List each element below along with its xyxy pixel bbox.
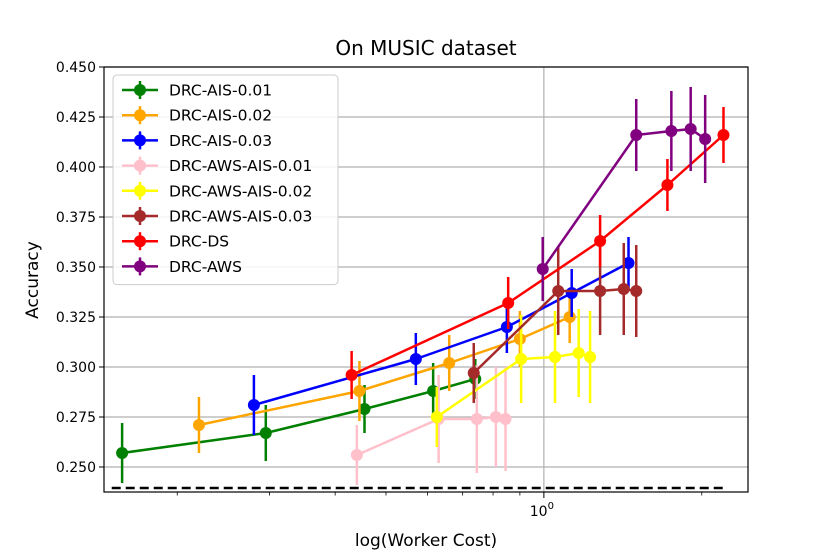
data-point bbox=[594, 285, 607, 297]
legend-label: DRC-AIS-0.02 bbox=[169, 107, 272, 125]
legend-item: DRC-AIS-0.02 bbox=[122, 106, 272, 125]
data-point bbox=[470, 413, 483, 425]
legend-label: DRC-AWS-AIS-0.03 bbox=[169, 208, 312, 226]
data-point bbox=[192, 419, 205, 431]
series-drc-aws bbox=[536, 87, 712, 301]
y-tick-label: 0.400 bbox=[56, 160, 96, 176]
data-point bbox=[116, 447, 129, 459]
legend-marker bbox=[134, 109, 146, 122]
series-drc-ais-0-03 bbox=[247, 237, 635, 435]
series-drc-ais-0-02 bbox=[192, 291, 576, 453]
axes: 0.250 0.275 0.300 0.325 0.350 0.375 0.400 0.425… bbox=[56, 60, 703, 520]
data-point bbox=[430, 411, 443, 423]
series-line bbox=[356, 415, 506, 457]
series-line bbox=[121, 377, 476, 455]
legend-item: DRC-AWS-AIS-0.01 bbox=[122, 156, 312, 175]
legend-marker bbox=[134, 260, 146, 273]
y-tick-label: 0.450 bbox=[56, 60, 96, 76]
data-point bbox=[572, 347, 585, 359]
y-tick-label: 0.375 bbox=[56, 210, 96, 226]
data-point bbox=[350, 449, 363, 461]
legend-item: DRC-AWS-AIS-0.03 bbox=[122, 207, 312, 226]
data-point bbox=[259, 427, 272, 439]
data-point bbox=[665, 125, 678, 137]
data-point bbox=[502, 297, 515, 309]
data-point bbox=[684, 123, 697, 135]
data-point bbox=[500, 321, 513, 333]
data-point bbox=[513, 333, 526, 345]
legend-label: DRC-AWS bbox=[169, 258, 242, 276]
legend-marker bbox=[134, 235, 146, 248]
y-tick-label: 0.300 bbox=[56, 360, 96, 376]
series-layer bbox=[116, 87, 730, 485]
plot-frame bbox=[103, 66, 749, 493]
data-point bbox=[584, 351, 597, 363]
data-point bbox=[563, 311, 576, 323]
legend-item: DRC-AIS-0.01 bbox=[122, 81, 272, 100]
data-point bbox=[499, 413, 512, 425]
data-point bbox=[617, 283, 630, 295]
data-point bbox=[353, 385, 366, 397]
chart-title: On MUSIC dataset bbox=[335, 36, 516, 60]
series-drc-aws-ais-0-03 bbox=[467, 243, 643, 403]
y-tick-label: 0.325 bbox=[56, 310, 96, 326]
y-axis-label: Accuracy bbox=[23, 241, 43, 319]
y-tick-label: 0.425 bbox=[56, 110, 96, 126]
data-point bbox=[699, 133, 712, 145]
legend-item: DRC-AIS-0.03 bbox=[122, 131, 272, 150]
data-point bbox=[515, 353, 528, 365]
legend-marker bbox=[134, 210, 146, 222]
legend-item: DRC-AWS-AIS-0.02 bbox=[122, 181, 312, 200]
data-point bbox=[409, 353, 422, 365]
series-drc-ais-0-01 bbox=[116, 359, 482, 483]
data-point bbox=[565, 287, 578, 299]
series-drc-aws-ais-0-02 bbox=[430, 309, 597, 447]
y-tick-label: 0.275 bbox=[56, 410, 96, 426]
data-point bbox=[622, 257, 635, 269]
data-point bbox=[630, 285, 643, 297]
y-tick-label: 0.250 bbox=[56, 460, 96, 476]
data-point bbox=[536, 263, 549, 275]
legend-marker bbox=[134, 184, 146, 197]
data-point bbox=[717, 129, 730, 141]
legend-marker bbox=[134, 159, 146, 172]
legend-label: DRC-AWS-AIS-0.01 bbox=[169, 157, 312, 175]
legend: DRC-AIS-0.01 DRC-AIS-0.02 DRC-AIS-0.03 DRC-… bbox=[112, 74, 339, 286]
series-drc-ds bbox=[345, 107, 730, 399]
data-point bbox=[443, 357, 456, 369]
data-point bbox=[247, 399, 260, 411]
series-line bbox=[436, 351, 591, 419]
data-point bbox=[467, 367, 480, 379]
legend-label: DRC-AIS-0.01 bbox=[169, 82, 272, 100]
legend-marker bbox=[134, 84, 146, 96]
legend-item: DRC-DS bbox=[122, 232, 229, 251]
data-point bbox=[630, 129, 643, 141]
data-point bbox=[345, 369, 358, 381]
data-point bbox=[358, 403, 371, 415]
legend-item: DRC-AWS bbox=[122, 257, 242, 276]
x-axis-label: log(Worker Cost) bbox=[355, 531, 497, 551]
legend-marker bbox=[134, 134, 146, 147]
data-point bbox=[552, 285, 565, 297]
y-tick-label: 0.350 bbox=[56, 260, 96, 276]
data-point bbox=[661, 179, 674, 191]
data-point bbox=[548, 351, 561, 363]
data-point bbox=[489, 411, 502, 423]
legend-label: DRC-AIS-0.03 bbox=[169, 132, 272, 150]
x-tick-label: 100 bbox=[530, 501, 554, 520]
data-point bbox=[594, 235, 607, 247]
legend-box bbox=[112, 74, 339, 286]
legend-label: DRC-AWS-AIS-0.02 bbox=[169, 182, 312, 200]
legend-label: DRC-DS bbox=[169, 233, 229, 251]
